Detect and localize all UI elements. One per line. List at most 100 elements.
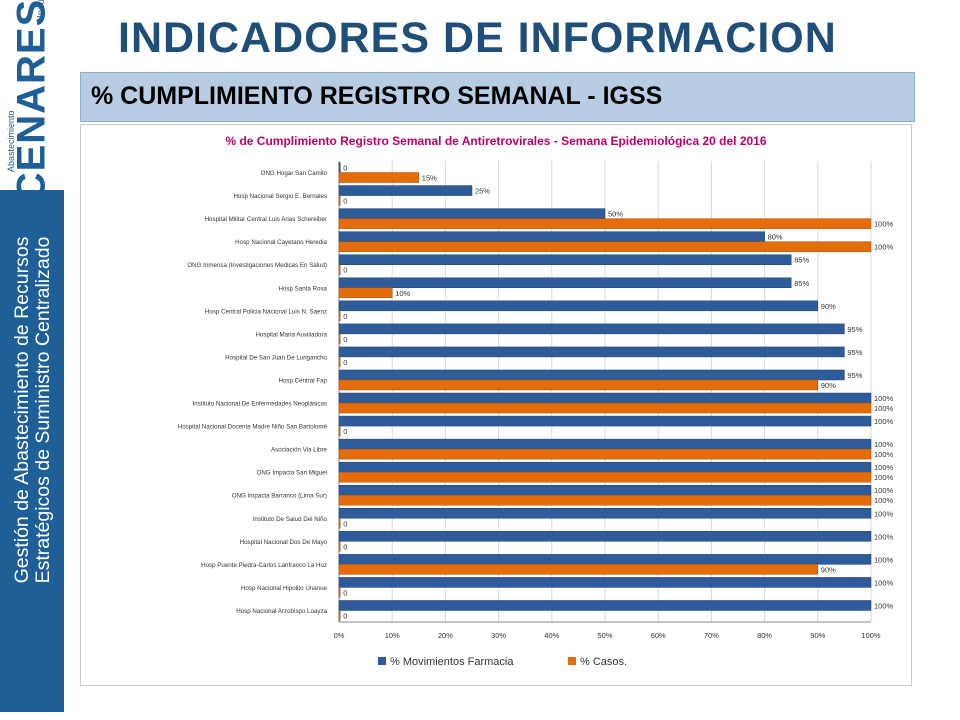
- bar-casos: [338, 195, 341, 206]
- bar-casos: [338, 310, 341, 322]
- data-label: 100%: [874, 404, 894, 413]
- bar-casos: [338, 264, 341, 275]
- bar-casos: [338, 610, 341, 621]
- data-label: 100%: [874, 486, 894, 495]
- bar-casos: [338, 241, 872, 252]
- bar-movimientos: [338, 369, 845, 381]
- subtitle-banner: % CUMPLIMIENTO REGISTRO SEMANAL - IGSS: [80, 72, 915, 122]
- data-label: 0: [343, 588, 347, 597]
- bar-casos: [338, 518, 341, 529]
- data-label: 0: [343, 197, 347, 206]
- bar-casos: [338, 587, 341, 598]
- bar-movimientos: [338, 277, 792, 289]
- legend-label: % Casos.: [580, 656, 627, 668]
- data-label: 100%: [874, 601, 894, 610]
- category-label: Hospital Maria Auxiliadora: [255, 331, 327, 338]
- data-label: 85%: [794, 256, 809, 265]
- data-label: 100%: [874, 532, 894, 541]
- bar-casos: [338, 379, 819, 391]
- bar-casos: [338, 172, 420, 183]
- bar-movimientos: [338, 508, 872, 519]
- data-label: 90%: [821, 302, 836, 311]
- bar-movimientos: [338, 392, 872, 404]
- sidebar-caption-line2: Estratégicos de Suministro Centralizado: [32, 236, 54, 584]
- data-label: 25%: [475, 187, 490, 196]
- data-label: 100%: [874, 473, 894, 482]
- category-label: Hosp Santa Rosa: [279, 285, 328, 292]
- data-label: 15%: [422, 174, 437, 183]
- legend-swatch: [378, 657, 386, 665]
- category-label: Asociación Via Libre: [271, 447, 328, 454]
- data-label: 0: [343, 358, 347, 367]
- category-label: Hospital Militar Central Luis Arias Sche…: [205, 216, 327, 223]
- data-label: 100%: [874, 394, 894, 403]
- bar-casos: [338, 402, 872, 414]
- logo-bottom-text: Abastecimiento: [6, 110, 16, 172]
- x-tick-label: 30%: [491, 631, 506, 640]
- category-label: ONG Impacta Barranco (Lima Sur): [232, 493, 327, 500]
- category-label: Hospital Nacional Dos De Mayo: [240, 539, 328, 546]
- bar-movimientos: [338, 461, 872, 473]
- category-label: Hosp Nacional Hipolito Unanue: [241, 585, 328, 592]
- bar-casos: [338, 218, 872, 229]
- data-label: 0: [343, 312, 347, 321]
- category-label: ONG Impacta San Miguel: [257, 470, 328, 477]
- data-label: 100%: [874, 509, 894, 518]
- bar-movimientos: [338, 208, 606, 219]
- category-label: Instituto De Salud Del Niño: [253, 516, 328, 523]
- data-label: 0: [343, 519, 347, 528]
- bar-movimientos: [338, 323, 845, 335]
- data-label: 90%: [821, 381, 836, 390]
- x-tick-label: 10%: [385, 631, 400, 640]
- bar-casos: [338, 287, 393, 299]
- cenares-logo: Insumos en Salud CENARES Abastecimiento: [0, 0, 64, 201]
- data-label: 100%: [874, 220, 894, 229]
- data-label: 100%: [874, 555, 894, 564]
- category-label: Instituto Nacional De Enfermedades Neopl…: [193, 401, 327, 408]
- bar-movimientos: [338, 300, 819, 312]
- x-tick-label: 100%: [861, 631, 881, 640]
- bar-casos: [338, 425, 341, 437]
- bar-casos: [338, 494, 872, 506]
- bar-movimientos: [338, 600, 872, 611]
- x-tick-label: 50%: [597, 631, 612, 640]
- bar-movimientos: [338, 531, 872, 542]
- legend-swatch: [568, 657, 576, 665]
- legend-label: % Movimientos Farmacia: [390, 656, 514, 668]
- bar-movimientos: [338, 185, 473, 196]
- bar-casos: [338, 541, 341, 552]
- sidebar-caption: Gestión de Abastecimiento de Recursos Es…: [11, 236, 54, 584]
- bar-casos: [338, 333, 341, 345]
- category-label: Hosp Nacional Cayetano Heredia: [235, 239, 327, 246]
- data-label: 0: [343, 542, 347, 551]
- data-label: 100%: [874, 440, 894, 449]
- data-label: 0: [343, 427, 347, 436]
- chart-frame: % de Cumplimiento Registro Semanal de An…: [80, 124, 912, 686]
- data-label: 0: [343, 611, 347, 620]
- category-label: Hosp Puente Piedra-Carlos Lanfranco La H…: [201, 562, 327, 569]
- data-label: 0: [343, 164, 347, 173]
- data-label: 90%: [821, 565, 836, 574]
- data-label: 50%: [608, 210, 623, 219]
- data-label: 95%: [847, 348, 862, 357]
- category-label: Hosp Central Fap: [279, 377, 328, 384]
- data-label: 80%: [768, 233, 783, 242]
- page-title: INDICADORES DE INFORMACION: [118, 14, 837, 62]
- x-tick-label: 70%: [704, 631, 719, 640]
- category-label: ONG Inmensa (Investigaciones Medicas En …: [187, 262, 327, 269]
- subtitle-text: % CUMPLIMIENTO REGISTRO SEMANAL - IGSS: [91, 82, 663, 110]
- bar-casos: [338, 356, 341, 368]
- data-label: 0: [343, 266, 347, 275]
- bar-movimientos: [338, 438, 872, 450]
- data-label: 100%: [874, 450, 894, 459]
- logo-word: CENARES: [9, 0, 54, 202]
- category-label: Hosp Nacional Arzobispo Loayza: [236, 608, 327, 615]
- category-label: Hospital De San Juan De Lurigancho: [225, 354, 327, 361]
- data-label: 10%: [395, 289, 410, 298]
- bar-movimientos: [338, 254, 792, 265]
- x-tick-label: 90%: [810, 631, 825, 640]
- category-label: Hosp Nacional Sergio E. Bernales: [233, 193, 327, 200]
- x-tick-label: 0%: [334, 631, 345, 640]
- bar-movimientos: [338, 577, 872, 588]
- data-label: 95%: [847, 325, 862, 334]
